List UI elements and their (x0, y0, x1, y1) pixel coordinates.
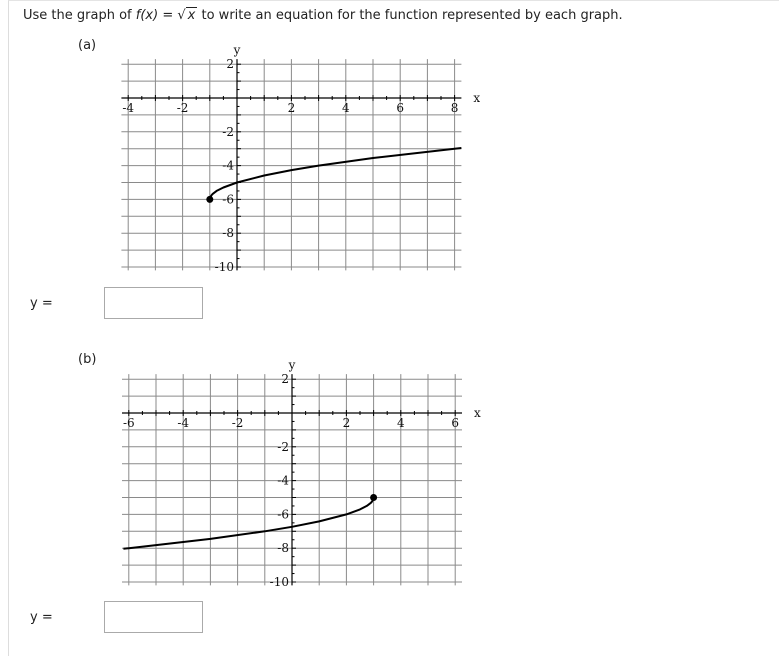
y-tick-label: -2 (222, 125, 234, 139)
function-curve (123, 497, 375, 550)
radicand: x (185, 7, 198, 23)
x-tick-label: 2 (343, 416, 351, 430)
answer-a-input[interactable] (104, 287, 203, 319)
answer-a-label: y = (30, 296, 53, 311)
y-tick-label: 2 (281, 372, 289, 386)
answer-b-label: y = (30, 610, 53, 625)
x-tick-label: 2 (288, 101, 296, 115)
x-tick-label: 4 (397, 416, 405, 430)
x-tick-label: -6 (123, 416, 135, 430)
y-tick-label: -10 (215, 260, 234, 274)
x-axis-label: x (473, 91, 480, 105)
y-tick-label: -6 (222, 192, 234, 206)
function-name: f(x) (135, 8, 159, 23)
x-tick-label: 8 (451, 101, 459, 115)
y-tick-label: 2 (226, 57, 234, 71)
y-tick-label: -8 (222, 226, 234, 240)
page-frame (8, 0, 779, 656)
y-axis-label: y (288, 358, 296, 372)
graph-a: -4 -2 2 4 6 8 2 -2 -4 -6 -8 -10 x y (121, 43, 480, 274)
y-tick-label: -8 (277, 541, 289, 555)
x-tick-label: -2 (232, 416, 244, 430)
answer-b-input[interactable] (104, 601, 203, 633)
part-a-label: (a) (78, 38, 97, 53)
endpoint-dot (370, 494, 378, 501)
part-b-label: (b) (78, 352, 97, 367)
y-tick-label: -4 (222, 159, 234, 173)
prompt-text-end: to write an equation for the function re… (201, 8, 623, 23)
x-tick-label: 6 (451, 416, 459, 430)
endpoint-dot (206, 195, 214, 203)
y-tick-label: -6 (277, 507, 289, 521)
x-tick-label: -4 (177, 416, 189, 430)
x-tick-label: 4 (342, 101, 350, 115)
y-tick-label: -4 (277, 474, 289, 488)
prompt-text: Use the graph of (23, 8, 132, 23)
y-axis-label: y (233, 43, 241, 57)
y-tick-label: -10 (270, 575, 289, 589)
x-tick-label: -4 (122, 101, 134, 115)
function-curve (208, 147, 462, 200)
x-tick-label: 6 (396, 101, 404, 115)
x-axis-label: x (474, 406, 481, 420)
x-tick-label: -2 (177, 101, 189, 115)
equals-sign: = (162, 8, 174, 23)
question-prompt: Use the graph of f(x) = √ x to write an e… (23, 7, 623, 23)
graph-b: -6 -4 -2 2 4 6 2 -2 -4 -6 -8 -10 x y (122, 358, 481, 589)
y-tick-label: -2 (277, 440, 289, 454)
sqrt-expression: √ x (177, 7, 198, 23)
